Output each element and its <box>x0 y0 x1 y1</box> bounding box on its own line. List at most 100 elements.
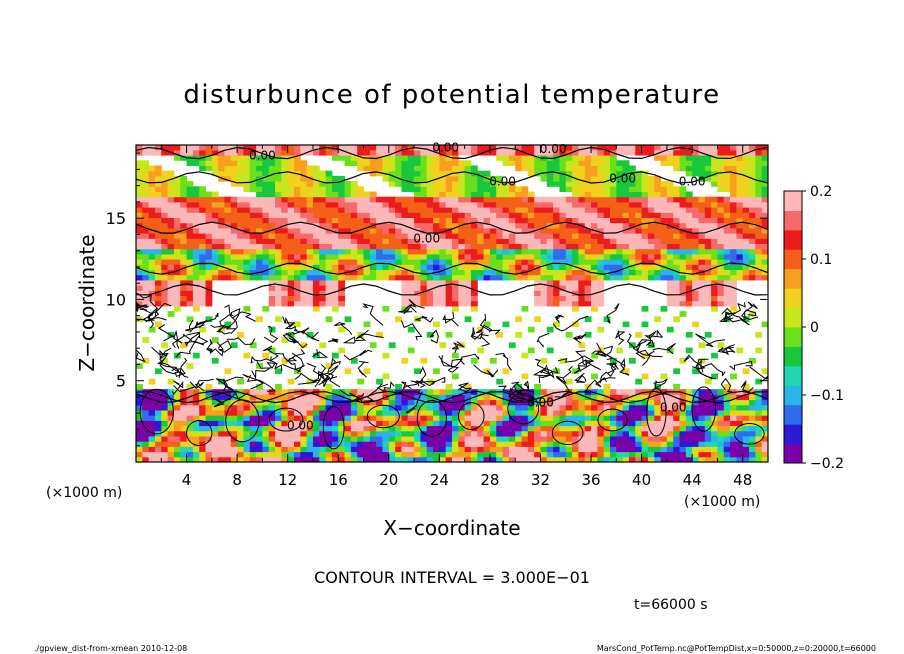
heatmap-cell <box>180 451 188 458</box>
heatmap-cell <box>742 274 750 281</box>
heatmap-cell <box>319 409 352 416</box>
heatmap-cell <box>395 394 402 401</box>
heatmap-cell <box>256 191 276 198</box>
heatmap-cell <box>584 409 592 416</box>
heatmap-cell <box>452 253 459 260</box>
heatmap-cell <box>395 155 409 161</box>
heatmap-cell <box>654 415 662 421</box>
heatmap-cell <box>553 233 560 239</box>
heatmap-cell <box>294 149 301 156</box>
heatmap-cell <box>534 300 548 307</box>
heatmap-cell <box>635 456 643 462</box>
heatmap-cell <box>584 191 592 198</box>
contour-line <box>635 349 651 366</box>
heatmap-cell <box>312 196 327 203</box>
heatmap-cell <box>622 227 636 234</box>
heatmap-cell <box>610 357 617 364</box>
heatmap-cell <box>154 264 162 271</box>
heatmap-cell <box>572 274 586 281</box>
heatmap-cell <box>546 222 560 229</box>
heatmap-cell <box>281 207 289 213</box>
heatmap-cell <box>148 170 162 177</box>
heatmap-cell <box>717 415 725 421</box>
heatmap-cell <box>224 368 232 375</box>
heatmap-cell <box>243 394 251 401</box>
heatmap-cell <box>647 456 655 462</box>
heatmap-cell <box>312 285 327 291</box>
heatmap-cell <box>679 165 687 172</box>
heatmap-cell <box>641 446 649 453</box>
heatmap-cell <box>382 175 390 182</box>
heatmap-cell <box>350 404 358 411</box>
heatmap-cell <box>553 295 560 302</box>
heatmap-cell <box>597 264 605 271</box>
heatmap-cell <box>312 425 320 432</box>
heatmap-cell <box>433 389 440 395</box>
heatmap-cell <box>496 149 516 156</box>
heatmap-cell <box>218 160 238 166</box>
heatmap-cell <box>597 145 617 151</box>
heatmap-cell <box>319 149 327 156</box>
heatmap-cell <box>186 264 194 271</box>
heatmap-cell <box>230 441 238 447</box>
heatmap-cell <box>306 201 314 208</box>
heatmap-cell <box>717 222 731 229</box>
heatmap-cell <box>711 300 718 307</box>
heatmap-cell <box>572 259 579 265</box>
heatmap-cell <box>237 435 244 442</box>
heatmap-cell <box>262 160 276 166</box>
heatmap-cell <box>521 165 535 172</box>
heatmap-cell <box>294 233 314 239</box>
heatmap-cell <box>281 399 289 406</box>
heatmap-cell <box>237 253 244 260</box>
contour-line <box>652 342 676 355</box>
heatmap-cell <box>685 394 693 401</box>
heatmap-cell <box>205 165 213 172</box>
heatmap-cell <box>205 290 213 297</box>
heatmap-cell <box>711 274 718 281</box>
heatmap-cell <box>148 201 181 208</box>
heatmap-cell <box>230 456 238 462</box>
heatmap-cell <box>597 274 605 281</box>
heatmap-cell <box>610 217 630 224</box>
heatmap-cell <box>730 186 737 192</box>
heatmap-cell <box>470 290 478 297</box>
heatmap-cell <box>553 290 560 297</box>
heatmap-cell <box>281 259 289 265</box>
heatmap-cell <box>218 155 232 161</box>
heatmap-cell <box>167 222 175 229</box>
heatmap-cell <box>350 435 358 442</box>
heatmap-cell <box>610 248 617 255</box>
heatmap-cell <box>388 181 396 187</box>
heatmap-cell <box>420 285 428 291</box>
heatmap-cell <box>660 259 668 265</box>
heatmap-cell <box>180 342 188 349</box>
heatmap-cell <box>300 145 320 151</box>
heatmap-cell <box>635 430 643 437</box>
heatmap-cell <box>666 347 674 354</box>
heatmap-cell <box>654 456 662 462</box>
heatmap-cell <box>673 196 687 203</box>
heatmap-cell <box>331 441 339 447</box>
heatmap-cell <box>508 207 516 213</box>
heatmap-cell <box>761 165 768 172</box>
heatmap-cell <box>401 253 409 260</box>
heatmap-cell <box>388 441 396 447</box>
heatmap-cell <box>749 415 756 421</box>
x-unit-left: (×1000 m) <box>46 485 122 501</box>
heatmap-cell <box>167 285 181 291</box>
heatmap-cell <box>294 269 301 276</box>
heatmap-cell <box>641 264 655 271</box>
heatmap-cell <box>742 227 763 234</box>
heatmap-cell <box>635 145 655 151</box>
heatmap-cell <box>357 259 365 265</box>
heatmap-cell <box>173 243 200 250</box>
heatmap-cell <box>749 274 756 281</box>
heatmap-cell <box>502 259 510 265</box>
heatmap-cell <box>452 264 459 271</box>
heatmap-cell <box>603 316 611 323</box>
heatmap-cell <box>173 233 188 239</box>
heatmap-cell <box>350 415 358 421</box>
heatmap-cell <box>483 227 491 234</box>
heatmap-cell <box>736 425 744 432</box>
